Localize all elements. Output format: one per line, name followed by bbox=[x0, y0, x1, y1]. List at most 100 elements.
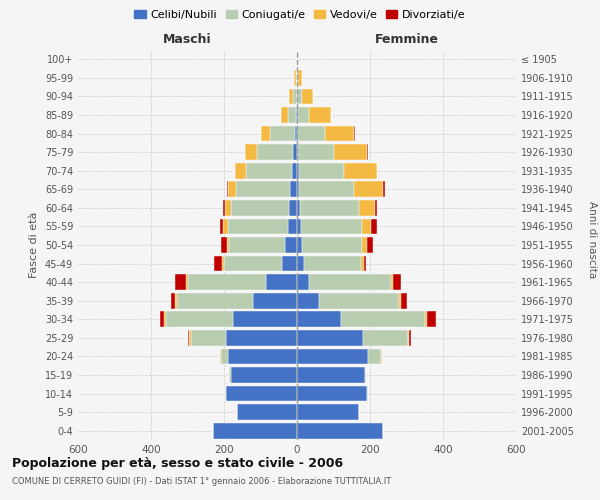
Bar bbox=[297, 126, 298, 142]
Bar bbox=[376, 200, 377, 216]
Bar bbox=[334, 144, 367, 160]
Bar bbox=[367, 237, 373, 253]
Bar bbox=[214, 256, 222, 272]
Bar bbox=[310, 107, 331, 123]
Bar bbox=[301, 218, 362, 234]
Bar bbox=[297, 88, 302, 104]
Bar bbox=[227, 182, 229, 197]
Bar bbox=[297, 404, 359, 420]
Bar bbox=[363, 330, 409, 346]
Bar bbox=[391, 274, 392, 290]
Bar bbox=[223, 200, 225, 216]
Bar bbox=[175, 274, 185, 290]
Bar bbox=[364, 256, 366, 272]
Bar bbox=[359, 200, 376, 216]
Bar bbox=[319, 293, 399, 308]
Bar bbox=[290, 182, 297, 197]
Bar bbox=[232, 367, 297, 383]
Bar bbox=[213, 423, 297, 438]
Bar bbox=[225, 200, 230, 216]
Text: Popolazione per età, sesso e stato civile - 2006: Popolazione per età, sesso e stato civil… bbox=[12, 458, 343, 470]
Bar bbox=[220, 218, 223, 234]
Bar bbox=[295, 126, 297, 142]
Y-axis label: Fasce di età: Fasce di età bbox=[29, 212, 39, 278]
Bar bbox=[296, 70, 297, 86]
Bar bbox=[185, 274, 188, 290]
Bar bbox=[297, 182, 299, 197]
Bar bbox=[298, 144, 334, 160]
Bar bbox=[371, 218, 377, 234]
Bar bbox=[261, 126, 271, 142]
Bar bbox=[229, 367, 232, 383]
Bar bbox=[293, 144, 297, 160]
Bar bbox=[297, 144, 298, 160]
Text: Anni di nascita: Anni di nascita bbox=[587, 202, 597, 278]
Bar bbox=[187, 274, 266, 290]
Bar bbox=[325, 126, 355, 142]
Bar bbox=[245, 144, 257, 160]
Bar bbox=[362, 237, 367, 253]
Bar bbox=[225, 386, 226, 402]
Bar bbox=[227, 218, 288, 234]
Bar bbox=[297, 200, 300, 216]
Bar bbox=[427, 312, 436, 327]
Bar bbox=[299, 163, 344, 178]
Bar bbox=[166, 312, 233, 327]
Bar bbox=[367, 386, 368, 402]
Bar bbox=[361, 256, 364, 272]
Bar bbox=[237, 404, 297, 420]
Bar bbox=[297, 218, 301, 234]
Bar bbox=[223, 218, 227, 234]
Bar bbox=[221, 348, 227, 364]
Text: COMUNE DI CERRETO GUIDI (FI) - Dati ISTAT 1° gennaio 2006 - Elaborazione TUTTITA: COMUNE DI CERRETO GUIDI (FI) - Dati ISTA… bbox=[12, 478, 391, 486]
Bar bbox=[176, 293, 253, 308]
Bar bbox=[298, 126, 325, 142]
Bar bbox=[297, 274, 308, 290]
Bar bbox=[296, 107, 297, 123]
Bar bbox=[175, 293, 176, 308]
Bar bbox=[224, 256, 283, 272]
Bar bbox=[230, 200, 289, 216]
Bar bbox=[304, 256, 361, 272]
Bar bbox=[229, 182, 236, 197]
Bar bbox=[171, 293, 175, 308]
Bar bbox=[221, 237, 227, 253]
Bar bbox=[257, 144, 293, 160]
Bar bbox=[298, 107, 310, 123]
Bar bbox=[302, 88, 313, 104]
Bar bbox=[297, 330, 363, 346]
Bar bbox=[297, 348, 368, 364]
Bar bbox=[353, 182, 383, 197]
Bar bbox=[246, 163, 292, 178]
Bar bbox=[292, 163, 297, 178]
Bar bbox=[283, 256, 297, 272]
Bar bbox=[160, 312, 164, 327]
Bar bbox=[297, 386, 367, 402]
Bar bbox=[300, 200, 359, 216]
Bar bbox=[191, 330, 226, 346]
Bar bbox=[226, 386, 297, 402]
Bar bbox=[289, 200, 297, 216]
Bar bbox=[266, 274, 297, 290]
Bar bbox=[383, 182, 385, 197]
Bar bbox=[288, 107, 296, 123]
Bar bbox=[286, 237, 297, 253]
Bar bbox=[297, 293, 319, 308]
Bar bbox=[297, 70, 298, 86]
Bar bbox=[281, 107, 288, 123]
Bar bbox=[222, 256, 224, 272]
Bar bbox=[297, 423, 383, 438]
Bar bbox=[227, 237, 229, 253]
Bar bbox=[294, 70, 296, 86]
Bar bbox=[302, 237, 362, 253]
Bar bbox=[236, 182, 290, 197]
Bar bbox=[297, 367, 365, 383]
Bar bbox=[401, 293, 407, 308]
Bar bbox=[297, 163, 299, 178]
Bar bbox=[299, 182, 353, 197]
Bar bbox=[226, 330, 297, 346]
Legend: Celibi/Nubili, Coniugati/e, Vedovi/e, Divorziati/e: Celibi/Nubili, Coniugati/e, Vedovi/e, Di… bbox=[130, 6, 470, 25]
Bar bbox=[399, 293, 401, 308]
Bar bbox=[220, 348, 221, 364]
Bar bbox=[362, 218, 371, 234]
